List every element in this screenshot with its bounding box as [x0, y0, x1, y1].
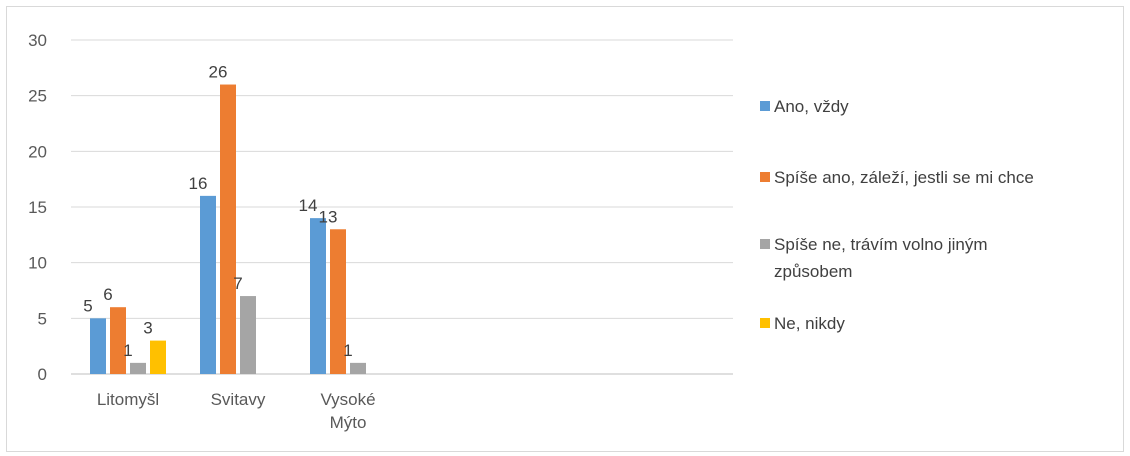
bar — [310, 218, 326, 374]
legend-swatch — [760, 101, 770, 111]
legend-swatch — [760, 172, 770, 182]
data-label: 26 — [209, 63, 228, 82]
legend: Ano, vždy Spíše ano, záleží, jestli se mi… — [760, 97, 1034, 333]
data-label: 5 — [83, 296, 92, 315]
data-label: 7 — [233, 274, 242, 293]
data-label: 13 — [319, 207, 338, 226]
x-tick-label: Vysoké — [320, 390, 375, 409]
legend-label: Ne, nikdy — [774, 314, 845, 333]
x-tick-label: Litomyšl — [97, 390, 159, 409]
legend-swatch — [760, 239, 770, 249]
y-tick-label: 10 — [28, 254, 47, 273]
data-label: 14 — [299, 196, 318, 215]
y-tick-label: 5 — [38, 309, 47, 328]
data-label: 1 — [123, 341, 132, 360]
y-tick-label: 15 — [28, 198, 47, 217]
y-axis-tick-labels: 0 5 10 15 20 25 30 — [28, 31, 47, 384]
data-label: 16 — [189, 174, 208, 193]
bar — [130, 362, 146, 374]
x-axis-tick-labels: Litomyšl Svitavy Vysoké Mýto — [97, 390, 376, 432]
legend-label: Ano, vždy — [774, 97, 849, 116]
data-label: 6 — [103, 285, 112, 304]
chart-frame: 0 5 10 15 20 25 30 5 6 1 3 16 26 7 14 13 1 Litomyšl Svit… — [6, 6, 1124, 452]
y-tick-label: 25 — [28, 87, 47, 106]
legend-label: Spíše ano, záleží, jestli se mi chce — [774, 168, 1034, 187]
bar — [110, 307, 126, 374]
bar — [350, 362, 366, 374]
x-tick-label: Svitavy — [211, 390, 266, 409]
legend-swatch — [760, 318, 770, 328]
bar — [240, 296, 256, 374]
bars — [90, 84, 366, 375]
bar — [200, 195, 216, 374]
data-label: 3 — [143, 319, 152, 338]
bar — [220, 84, 236, 375]
bar — [90, 318, 106, 374]
gridlines — [71, 39, 733, 375]
bar — [330, 229, 346, 374]
legend-label: způsobem — [774, 262, 852, 281]
y-tick-label: 0 — [38, 365, 47, 384]
y-tick-label: 20 — [28, 142, 47, 161]
legend-label: Spíše ne, trávím volno jiným — [774, 235, 988, 254]
y-tick-label: 30 — [28, 31, 47, 50]
data-label: 1 — [343, 341, 352, 360]
bar — [150, 340, 166, 374]
x-tick-label: Mýto — [330, 413, 367, 432]
